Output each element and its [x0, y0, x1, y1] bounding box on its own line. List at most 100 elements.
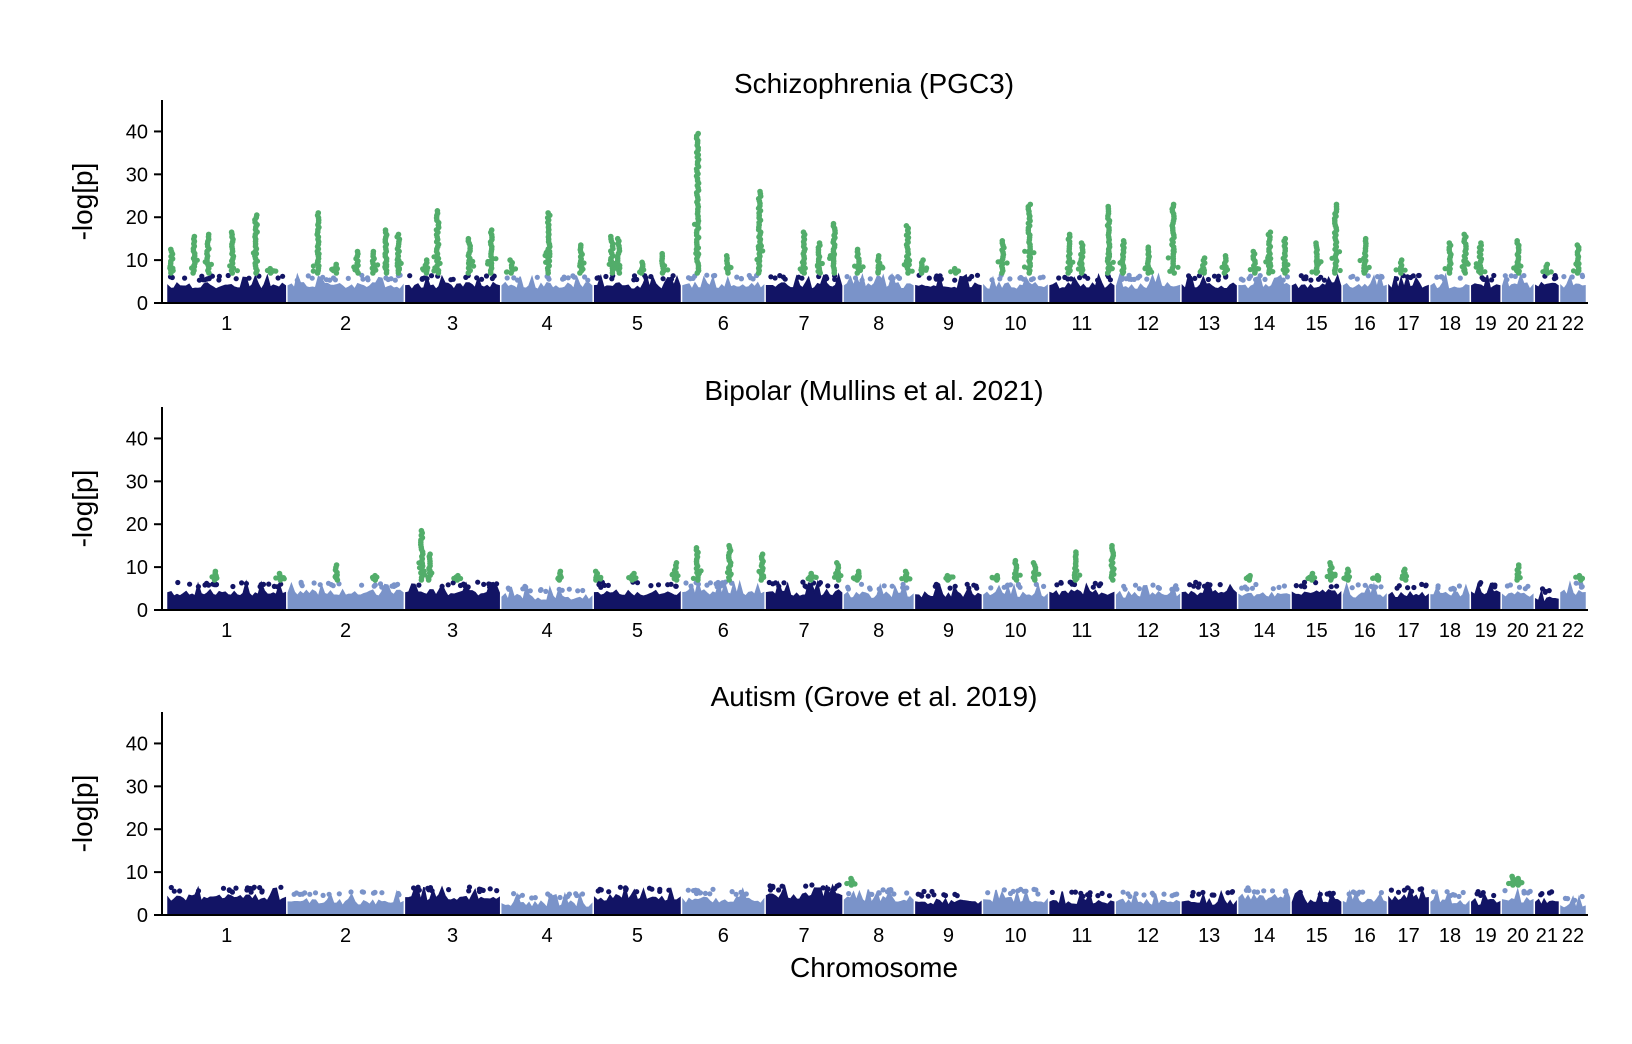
snp-point	[1242, 584, 1248, 590]
significant-peak-chr1	[273, 570, 287, 583]
significant-peak-chr4	[503, 257, 519, 276]
significant-snp	[1336, 249, 1343, 255]
significant-snp	[852, 881, 858, 887]
y-axis-label: -log[p]	[67, 470, 98, 548]
snp-point	[1409, 888, 1415, 895]
chromosome-block-16	[1342, 889, 1387, 916]
significant-snp	[1105, 203, 1111, 210]
chromosome-snp-cloud	[1291, 273, 1342, 304]
snp-point	[867, 276, 873, 282]
x-tick-label-chr3: 3	[447, 620, 458, 642]
snp-point	[1298, 583, 1304, 589]
significant-snp	[1476, 268, 1482, 274]
snp-point	[1579, 272, 1585, 278]
significant-snp	[726, 542, 732, 549]
snp-point	[1186, 273, 1192, 279]
significant-snp	[418, 527, 425, 534]
x-tick-label-chr10: 10	[1004, 925, 1026, 947]
significant-snp	[1219, 264, 1225, 270]
snp-point	[796, 274, 802, 280]
x-axis-label: Chromosome	[790, 952, 958, 983]
snp-point	[937, 273, 943, 279]
significant-snp	[1027, 201, 1034, 208]
snp-point	[966, 585, 972, 591]
snp-point	[294, 277, 300, 283]
snp-point	[657, 886, 663, 893]
chromosome-block-9	[915, 272, 982, 304]
significant-snp	[1361, 268, 1367, 274]
significant-snp	[1105, 251, 1111, 257]
snp-point	[1452, 892, 1458, 898]
snp-point	[685, 887, 691, 893]
snp-point	[439, 583, 445, 589]
significant-snp	[395, 265, 401, 271]
y-tick-label: 30	[126, 164, 148, 186]
significant-snp	[1332, 573, 1338, 579]
chromosome-snp-cloud	[167, 885, 287, 916]
significant-snp	[693, 545, 700, 551]
significant-snp	[1337, 267, 1343, 274]
snp-point	[1579, 893, 1585, 900]
snp-point	[832, 276, 838, 282]
snp-point	[575, 588, 581, 594]
significant-peak-chr19	[1473, 240, 1488, 276]
significant-snp	[334, 575, 340, 581]
snp-point	[1035, 891, 1041, 897]
significant-snp	[1357, 257, 1363, 264]
chromosome-snp-cloud	[682, 275, 765, 304]
significant-snp	[370, 248, 377, 255]
significant-snp	[899, 576, 905, 582]
chromosome-snp-cloud	[1049, 582, 1115, 611]
snp-point	[1017, 275, 1023, 281]
significant-peak-chr2	[369, 248, 381, 276]
snp-point	[896, 275, 902, 281]
chromosome-block-13	[1181, 273, 1237, 304]
significant-snp	[1120, 238, 1127, 244]
snp-point	[768, 274, 774, 280]
snp-point	[1507, 582, 1513, 588]
snp-point	[779, 883, 785, 889]
significant-peak-chr14	[1247, 248, 1262, 276]
snp-point	[777, 273, 783, 279]
snp-point	[466, 888, 472, 894]
snp-point	[859, 277, 865, 283]
significant-snp	[631, 570, 637, 577]
y-tick-label: 20	[126, 819, 148, 841]
significant-snp	[229, 258, 235, 264]
significant-snp	[1109, 266, 1115, 272]
significant-snp	[999, 238, 1006, 244]
significant-snp	[1514, 259, 1520, 265]
snp-point	[869, 891, 875, 898]
snp-point	[1578, 581, 1584, 587]
snp-point	[845, 586, 852, 592]
x-tick-label-chr18: 18	[1439, 313, 1461, 335]
snp-point	[1262, 276, 1268, 282]
x-tick-label-chr22: 22	[1562, 925, 1584, 947]
snp-point	[291, 891, 297, 897]
significant-peak-chr18	[1442, 240, 1454, 276]
significant-snp	[860, 264, 866, 270]
significant-snp	[485, 261, 491, 267]
y-axis-label: -log[p]	[67, 775, 98, 853]
snp-point	[919, 893, 925, 899]
significant-snp	[208, 261, 214, 267]
significant-snp	[1263, 259, 1269, 265]
snp-point	[881, 583, 887, 589]
snp-point	[226, 887, 232, 894]
snp-point	[446, 887, 452, 893]
x-tick-label-chr14: 14	[1253, 925, 1275, 947]
significant-snp	[333, 261, 340, 268]
chromosome-block-2	[287, 579, 404, 611]
snp-point	[660, 276, 666, 282]
significant-snp	[1570, 268, 1577, 274]
significant-peak-chr4	[577, 242, 587, 276]
snp-point	[579, 891, 586, 897]
snp-point	[330, 583, 336, 589]
chromosome-block-6	[682, 272, 765, 304]
significant-snp	[1267, 229, 1274, 235]
snp-point	[710, 886, 716, 892]
snp-point	[1174, 891, 1180, 897]
significant-snp	[1459, 264, 1465, 270]
snp-point	[547, 893, 553, 899]
snp-point	[1423, 582, 1429, 588]
